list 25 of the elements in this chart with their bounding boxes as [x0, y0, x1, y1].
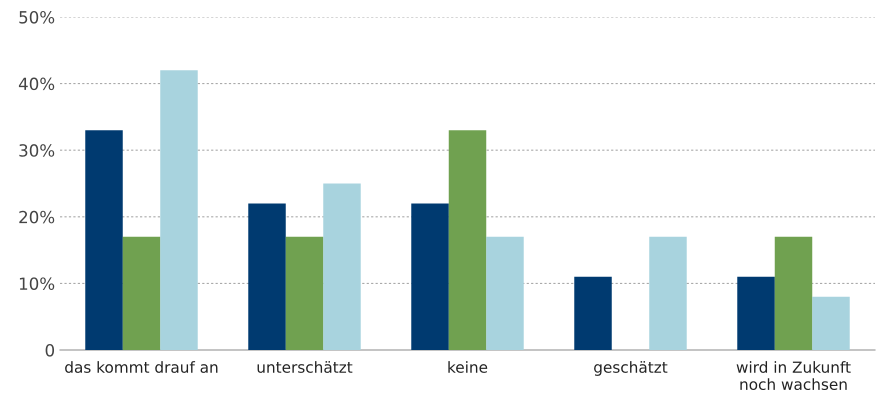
x-tick-label: unterschätzt	[258, 361, 352, 373]
x-tick-label: das kommt drauf an	[65, 361, 218, 373]
bar	[574, 276, 612, 350]
bar	[411, 203, 449, 350]
bar	[160, 70, 198, 350]
x-tick-label: wird in Zukunft noch wachsen	[736, 361, 851, 390]
bar	[812, 296, 850, 350]
x-tick-label: geschätzt	[594, 361, 668, 376]
x-tick-label: keine	[448, 361, 488, 373]
y-tick-label: 10%	[20, 277, 54, 290]
bar	[248, 203, 286, 350]
y-tick-label: 40%	[18, 78, 54, 90]
bar	[323, 184, 361, 350]
bar	[774, 236, 812, 350]
bar	[286, 236, 324, 350]
y-tick-label: 0	[46, 344, 54, 357]
bar	[486, 236, 524, 350]
bar	[85, 130, 123, 350]
bar	[122, 236, 160, 350]
bar	[448, 130, 486, 350]
y-tick-label: 30%	[19, 144, 54, 157]
bar	[649, 236, 687, 350]
bar	[737, 276, 775, 350]
y-tick-label: 50%	[19, 10, 54, 24]
y-tick-label: 20%	[19, 210, 54, 224]
